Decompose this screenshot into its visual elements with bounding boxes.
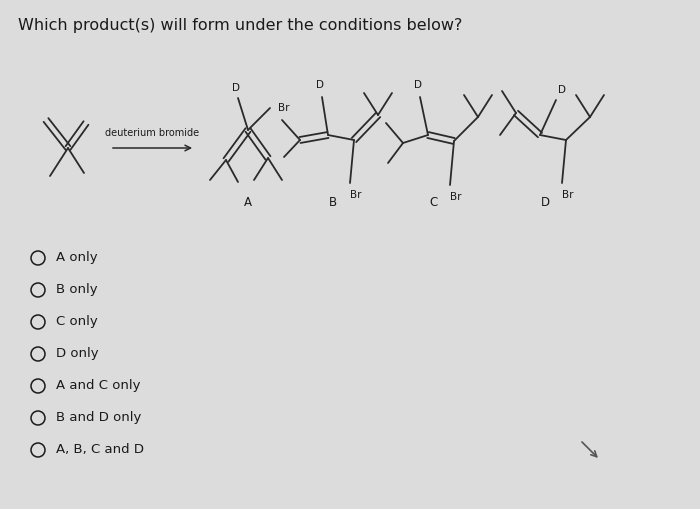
Text: D: D [540,195,550,209]
Text: A only: A only [56,251,97,265]
Text: C only: C only [56,316,98,328]
Text: Br: Br [562,190,574,200]
Text: C: C [429,195,437,209]
Text: Which product(s) will form under the conditions below?: Which product(s) will form under the con… [18,18,463,33]
Text: Br: Br [450,192,462,202]
Text: A and C only: A and C only [56,380,141,392]
Text: deuterium bromide: deuterium bromide [105,128,199,138]
Text: D: D [414,80,422,90]
Text: Br: Br [279,103,290,113]
Text: D: D [558,85,566,95]
Text: D only: D only [56,348,99,360]
Text: A, B, C and D: A, B, C and D [56,443,144,457]
Text: Br: Br [350,190,362,200]
Text: A: A [244,195,252,209]
Text: B: B [329,195,337,209]
Text: B and D only: B and D only [56,411,141,425]
Text: D: D [316,80,324,90]
Text: B only: B only [56,284,97,297]
Text: D: D [232,83,240,93]
